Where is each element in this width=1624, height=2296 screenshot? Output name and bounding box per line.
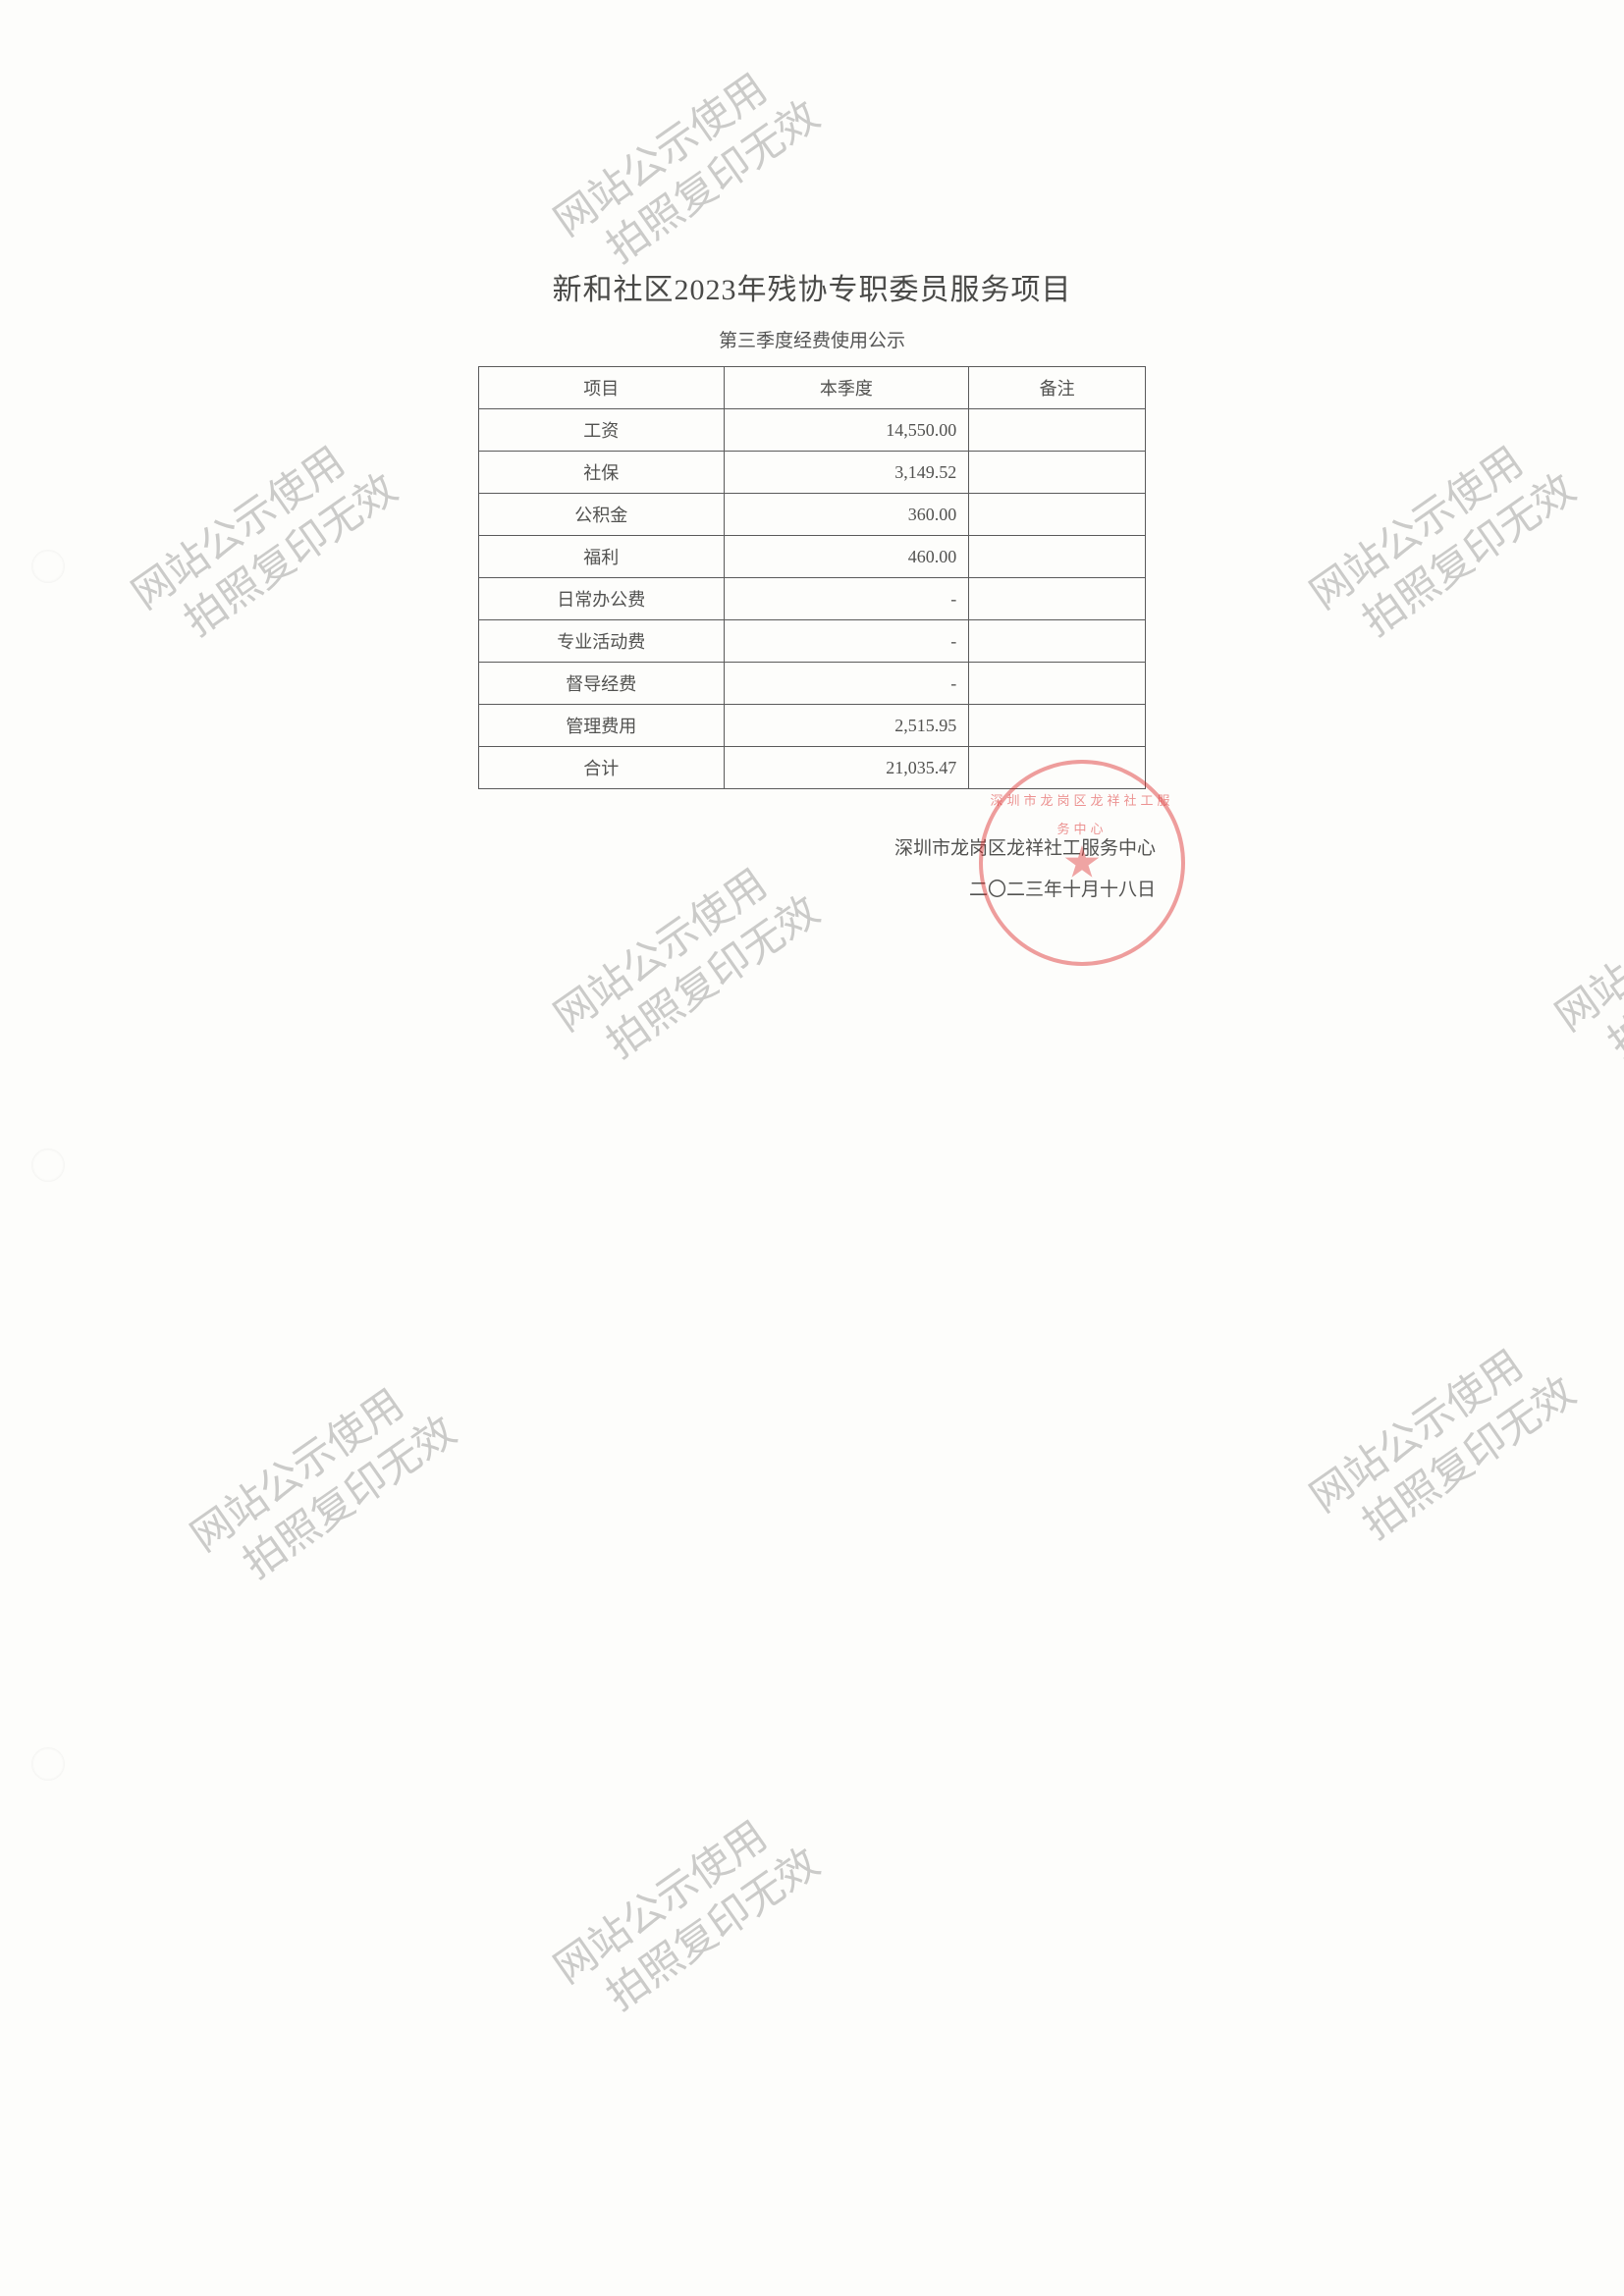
cell-item: 公积金 <box>479 494 725 536</box>
punch-hole <box>31 1148 65 1182</box>
table-row: 专业活动费- <box>479 620 1146 663</box>
col-header-item: 项目 <box>479 367 725 409</box>
col-header-note: 备注 <box>969 367 1146 409</box>
cell-amount: 360.00 <box>724 494 969 536</box>
cell-amount: 2,515.95 <box>724 705 969 747</box>
document-subtitle: 第三季度经费使用公示 <box>419 326 1205 352</box>
cell-item: 管理费用 <box>479 705 725 747</box>
cell-item: 日常办公费 <box>479 578 725 620</box>
document-body: 新和社区2023年残协专职委员服务项目 第三季度经费使用公示 项目 本季度 备注… <box>419 265 1205 911</box>
cell-note <box>969 620 1146 663</box>
cell-amount: - <box>724 620 969 663</box>
watermark: 网站公示使用拍照复印无效 <box>182 1363 466 1606</box>
watermark: 网站公示使用拍照复印无效 <box>1301 421 1586 664</box>
watermark: 网站公示使用拍照复印无效 <box>1301 1324 1586 1567</box>
table-row: 工资14,550.00 <box>479 409 1146 452</box>
col-header-amount: 本季度 <box>724 367 969 409</box>
document-title: 新和社区2023年残协专职委员服务项目 <box>419 265 1205 308</box>
cell-note <box>969 663 1146 705</box>
table-row: 管理费用2,515.95 <box>479 705 1146 747</box>
cell-item: 社保 <box>479 452 725 494</box>
cell-item: 专业活动费 <box>479 620 725 663</box>
watermark: 网站公示使用拍照复印无效 <box>545 1795 830 2038</box>
punch-hole <box>31 1747 65 1781</box>
cell-item: 督导经费 <box>479 663 725 705</box>
table-row: 社保3,149.52 <box>479 452 1146 494</box>
cell-amount: 460.00 <box>724 536 969 578</box>
table-header-row: 项目 本季度 备注 <box>479 367 1146 409</box>
cell-note <box>969 536 1146 578</box>
cell-note <box>969 578 1146 620</box>
footer-date: 二〇二三年十月十八日 <box>419 870 1156 911</box>
cell-amount: 3,149.52 <box>724 452 969 494</box>
table-row: 日常办公费- <box>479 578 1146 620</box>
footer-org: 深圳市龙岗区龙祥社工服务中心 <box>419 828 1156 870</box>
table-row: 督导经费- <box>479 663 1146 705</box>
cell-amount: 14,550.00 <box>724 409 969 452</box>
cell-item: 合计 <box>479 747 725 789</box>
cell-item: 福利 <box>479 536 725 578</box>
punch-hole <box>31 550 65 583</box>
watermark: 网站公示使用拍照复印无效 <box>1546 843 1624 1086</box>
cell-note <box>969 494 1146 536</box>
cell-amount: - <box>724 578 969 620</box>
cell-amount: - <box>724 663 969 705</box>
cell-amount: 21,035.47 <box>724 747 969 789</box>
cell-note <box>969 747 1146 789</box>
watermark: 网站公示使用拍照复印无效 <box>545 48 830 291</box>
table-row: 合计21,035.47 <box>479 747 1146 789</box>
table-row: 公积金360.00 <box>479 494 1146 536</box>
cell-note <box>969 705 1146 747</box>
cell-note <box>969 409 1146 452</box>
table-row: 福利460.00 <box>479 536 1146 578</box>
footer-block: 深圳市龙岗区龙祥社工服务中心 深圳市龙岗区龙祥社工服务中心 二〇二三年十月十八日 <box>419 828 1205 911</box>
cell-item: 工资 <box>479 409 725 452</box>
watermark: 网站公示使用拍照复印无效 <box>123 421 407 664</box>
table-body: 工资14,550.00社保3,149.52公积金360.00福利460.00日常… <box>479 409 1146 789</box>
expense-table: 项目 本季度 备注 工资14,550.00社保3,149.52公积金360.00… <box>478 366 1146 789</box>
cell-note <box>969 452 1146 494</box>
